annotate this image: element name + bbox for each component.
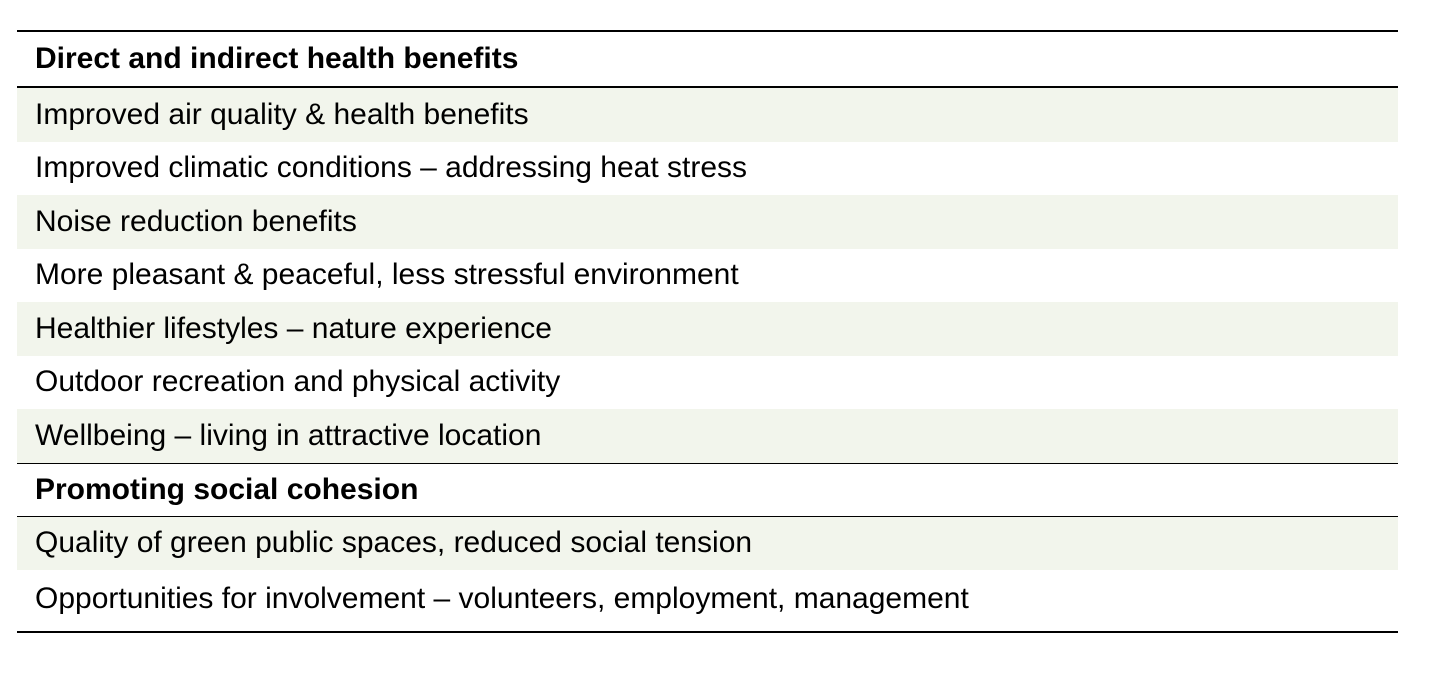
table-row: Improved air quality & health benefits	[17, 88, 1398, 142]
table-row: Wellbeing – living in attractive locatio…	[17, 409, 1398, 463]
table-row: Outdoor recreation and physical activity	[35, 365, 561, 399]
table-row: Quality of green public spaces, reduced …	[17, 516, 1398, 570]
table-row: Opportunities for involvement – voluntee…	[35, 582, 969, 615]
section-header-social: Promoting social cohesion	[17, 462, 1398, 517]
table-row: More pleasant & peaceful, less stressful…	[35, 258, 739, 292]
table-row: Noise reduction benefits	[17, 195, 1398, 249]
section-header-health: Direct and indirect health benefits	[17, 32, 1398, 88]
table-row: Improved climatic conditions – addressin…	[35, 151, 748, 185]
benefits-table: Direct and indirect health benefits Impr…	[17, 30, 1398, 633]
table-row: Healthier lifestyles – nature experience	[17, 302, 1398, 356]
